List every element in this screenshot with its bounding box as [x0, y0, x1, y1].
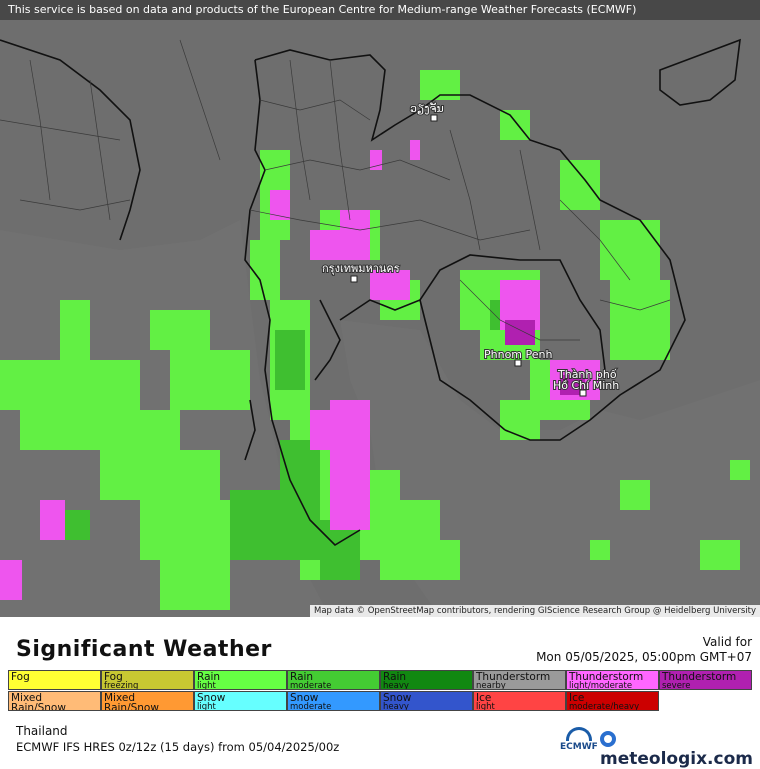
- country-borders: [0, 38, 741, 547]
- legend-swatch-sublabel: moderate/heavy: [569, 702, 640, 711]
- ecmwf-logo-icon: [565, 727, 592, 741]
- legend-swatch: Thunderstorm light/moderate: [566, 670, 659, 690]
- meteologix-icon: [600, 731, 616, 747]
- city-label-hcmc-line2: Hồ Chí Minh: [553, 379, 619, 392]
- region-name: Thailand: [16, 724, 68, 738]
- thunderstorm-severe-areas: [505, 320, 585, 395]
- legend-swatch-sublabel: light/moderate: [569, 681, 633, 690]
- legend-swatch-sublabel: moderate: [290, 681, 332, 690]
- legend-swatch-label: Fog: [11, 671, 30, 683]
- ho-chi-minh-marker[interactable]: [579, 389, 587, 397]
- legend-swatch-sublabel: light: [476, 702, 495, 711]
- weather-map[interactable]: กรุงเทพมหานคร ວຽງຈັນ Phnom Penh Thành ph…: [0, 0, 760, 617]
- legend-swatch-sublabel: moderate: [290, 702, 332, 711]
- legend-swatch-sublabel: heavy: [383, 681, 409, 690]
- legend-swatch: Rain moderate: [287, 670, 380, 690]
- legend-swatch: Thunderstorm nearby: [473, 670, 566, 690]
- legend-swatch-label: Ice: [569, 692, 585, 704]
- model-run-info: ECMWF IFS HRES 0z/12z (15 days) from 05/…: [16, 740, 340, 754]
- legend-swatch-sublabel: freezing: [104, 681, 139, 690]
- legend-swatch: Snow heavy: [380, 691, 473, 711]
- ecmwf-logo[interactable]: ECMWF: [560, 727, 598, 752]
- legend-swatch: Fog freezing: [101, 670, 194, 690]
- legend-swatch-label: Fog: [104, 671, 123, 683]
- city-label-hcmc-line1: Thành phố: [557, 368, 617, 381]
- ecmwf-notice: This service is based on data and produc…: [0, 0, 760, 20]
- legend-swatch: Snow moderate: [287, 691, 380, 711]
- legend-swatch-label: Thunderstorm: [662, 671, 737, 683]
- legend-swatch-label: Snow: [383, 692, 412, 704]
- legend-swatch-label: Ice: [476, 692, 492, 704]
- valid-time-block: Valid for Mon 05/05/2025, 05:00pm GMT+07: [536, 635, 752, 665]
- legend-swatch-label: Thunderstorm: [476, 671, 551, 683]
- legend-swatch-label: Snow: [290, 692, 319, 704]
- legend-swatch: Snow light: [194, 691, 287, 711]
- phnom-penh-marker[interactable]: [514, 359, 522, 367]
- legend-swatch-sublabel: severe: [662, 681, 691, 690]
- legend-swatch: Fog: [8, 670, 101, 690]
- legend-panel: Significant Weather Valid for Mon 05/05/…: [0, 617, 760, 769]
- legend-swatch-label: Rain: [383, 671, 407, 683]
- legend-swatch-label: Snow: [197, 692, 226, 704]
- meteologix-text: meteologix.com: [600, 749, 753, 769]
- map-attribution[interactable]: Map data © OpenStreetMap contributors, r…: [310, 605, 760, 617]
- thunderstorm-areas: [0, 140, 600, 600]
- vientiane-marker[interactable]: [430, 114, 438, 122]
- legend-swatch-label: Mixed Rain/Snow: [104, 692, 159, 711]
- bangkok-marker[interactable]: [350, 275, 358, 283]
- legend-swatch: Ice light: [473, 691, 566, 711]
- legend-swatch-sublabel: nearby: [476, 681, 506, 690]
- legend-swatch-sublabel: light: [197, 681, 216, 690]
- meteologix-logo[interactable]: meteologix.com: [600, 729, 760, 769]
- legend-grid: Fog Fog freezing Rain light Rain moderate Rain h…: [8, 670, 753, 712]
- legend-swatch: Thunderstorm severe: [659, 670, 752, 690]
- province-borders: [0, 39, 671, 341]
- legend-swatch: Rain heavy: [380, 670, 473, 690]
- city-label-vientiane: ວຽງຈັນ: [410, 102, 444, 115]
- ecmwf-logo-text: ECMWF: [560, 742, 598, 752]
- legend-title: Significant Weather: [16, 637, 272, 662]
- legend-row: Fog Fog freezing Rain light Rain moderate Rain h…: [8, 670, 753, 690]
- legend-swatch-label: Rain: [197, 671, 221, 683]
- legend-swatch: Ice moderate/heavy: [566, 691, 659, 711]
- rain-light-areas: [0, 70, 750, 610]
- legend-swatch-sublabel: heavy: [383, 702, 409, 711]
- legend-swatch-sublabel: light: [197, 702, 216, 711]
- city-markers: [350, 114, 587, 397]
- legend-row: Mixed Rain/SnowlightMixed Rain/Snowmoder…: [8, 691, 753, 711]
- legend-swatch-label: Rain: [290, 671, 314, 683]
- city-label-phnom-penh: Phnom Penh: [484, 348, 552, 361]
- valid-time: Mon 05/05/2025, 05:00pm GMT+07: [536, 650, 752, 664]
- map-canvas: [0, 38, 750, 610]
- legend-swatch-label: Mixed Rain/Snow: [11, 692, 66, 711]
- valid-label: Valid for: [702, 635, 752, 649]
- legend-swatch-label: Thunderstorm: [569, 671, 644, 683]
- legend-swatch: Rain light: [194, 670, 287, 690]
- map-labels: กรุงเทพมหานคร ວຽງຈັນ Phnom Penh Thành ph…: [321, 101, 620, 393]
- city-label-bangkok: กรุงเทพมหานคร: [322, 262, 400, 275]
